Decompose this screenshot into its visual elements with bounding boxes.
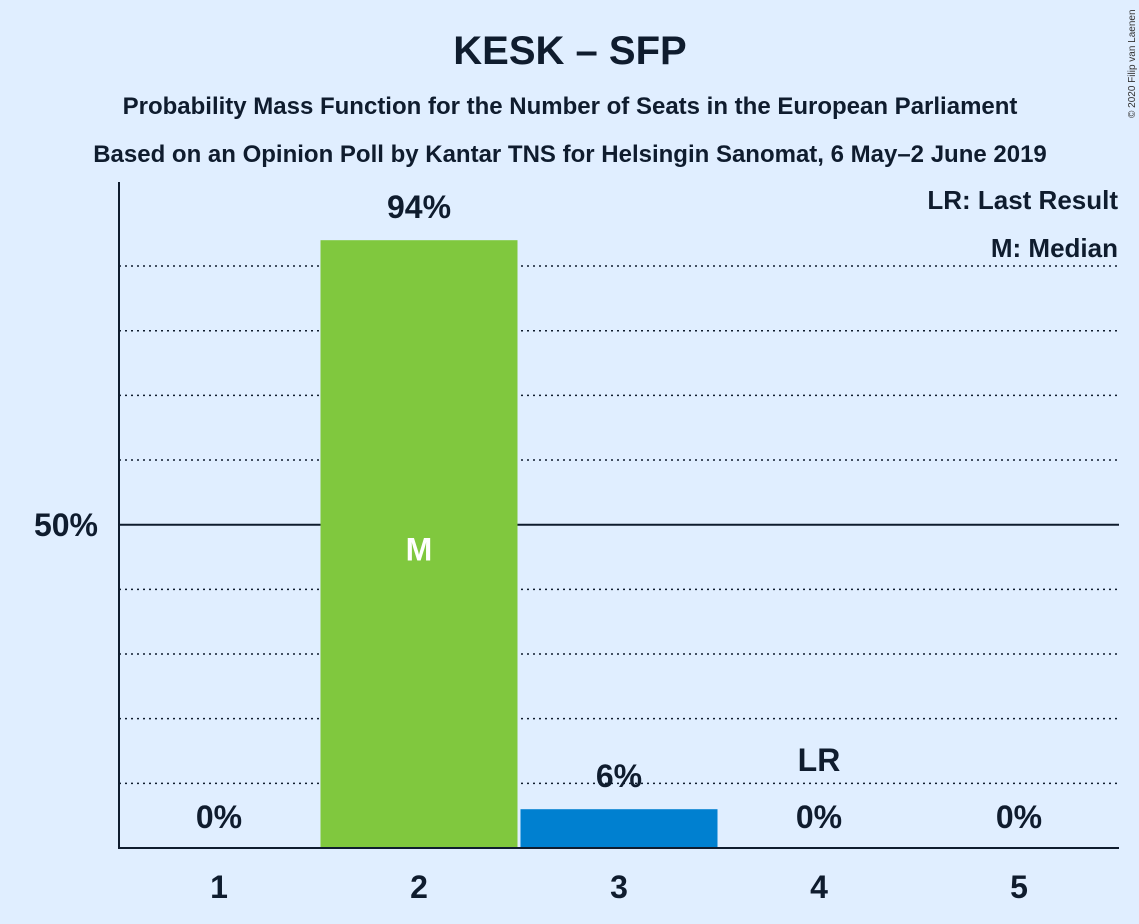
last-result-marker: LR — [798, 742, 841, 778]
chart-subtitle-2: Based on an Opinion Poll by Kantar TNS f… — [93, 141, 1047, 168]
y-tick-label-50: 50% — [34, 507, 98, 543]
x-tick-labels: 1 2 3 4 5 — [210, 869, 1028, 905]
x-tick-label-2: 2 — [410, 869, 428, 905]
median-marker: M — [406, 532, 433, 568]
x-tick-label-3: 3 — [610, 869, 628, 905]
legend-last-result: LR: Last Result — [927, 185, 1118, 215]
chart-title: KESK – SFP — [453, 29, 686, 73]
x-tick-label-5: 5 — [1010, 869, 1028, 905]
value-label-5: 0% — [996, 799, 1042, 835]
legend-median: M: Median — [991, 233, 1118, 263]
bar-3 — [520, 809, 718, 848]
chart-subtitle-1: Probability Mass Function for the Number… — [123, 93, 1018, 120]
value-label-3: 6% — [596, 758, 642, 794]
x-tick-label-1: 1 — [210, 869, 228, 905]
value-label-4: 0% — [796, 799, 842, 835]
gridlines — [119, 265, 1119, 785]
copyright-note: © 2020 Filip van Laenen — [1127, 9, 1138, 118]
x-tick-label-4: 4 — [810, 869, 828, 905]
bar-labels: 0% 94% M 6% 0% LR 0% — [196, 189, 1042, 835]
value-label-1: 0% — [196, 799, 242, 835]
bars — [320, 240, 718, 849]
value-label-2: 94% — [387, 189, 451, 225]
bar-2 — [320, 240, 518, 849]
